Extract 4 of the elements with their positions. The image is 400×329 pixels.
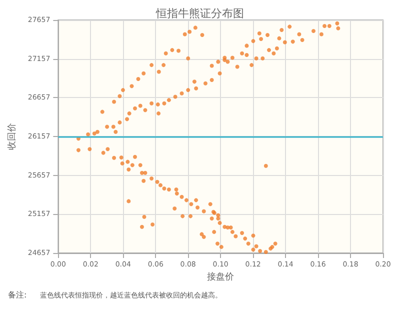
chart-title: 恒指牛熊证分布图 [155,7,244,20]
text: 备注: [8,290,27,300]
x-axis-title: 接盘价 [207,272,234,282]
y-axis-title: 收回价 [6,123,18,150]
